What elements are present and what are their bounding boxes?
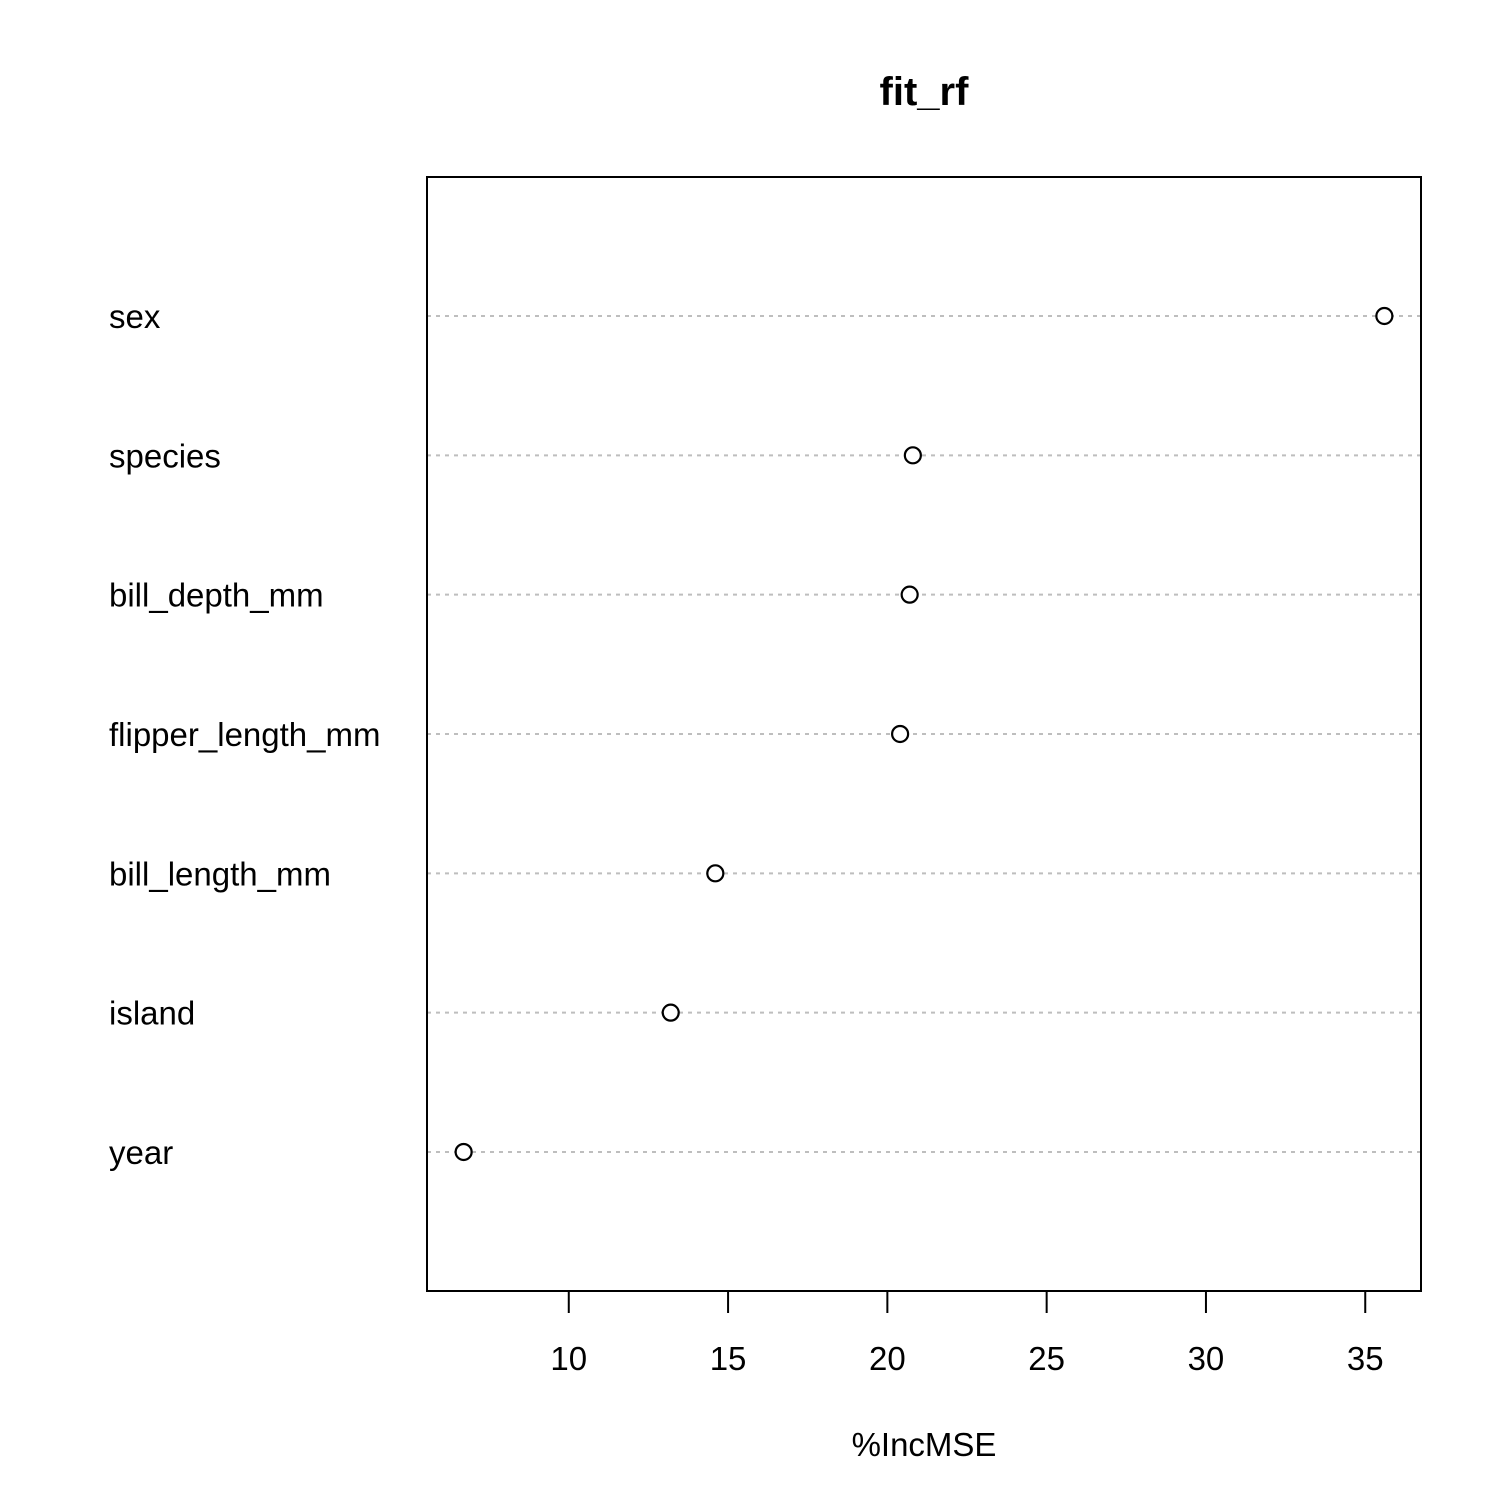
x-tick-label: 10 <box>550 1340 587 1377</box>
category-labels: sex species bill_depth_mm flipper_length_mm… <box>109 298 380 1171</box>
x-tick-label: 35 <box>1347 1340 1384 1377</box>
x-tick-label: 30 <box>1188 1340 1225 1377</box>
category-label: bill_depth_mm <box>109 577 324 614</box>
data-point <box>1375 306 1394 326</box>
category-label: bill_length_mm <box>109 855 331 892</box>
category-label: flipper_length_mm <box>109 716 380 753</box>
guide-lines <box>427 315 1421 1153</box>
data-point <box>454 1142 473 1162</box>
data-point <box>661 1003 680 1022</box>
plot-frame <box>426 176 1422 1292</box>
data-point <box>903 446 922 465</box>
data-point <box>891 724 910 744</box>
category-label: island <box>109 995 195 1032</box>
x-tick-label: 15 <box>710 1340 747 1377</box>
data-points <box>454 306 1394 1162</box>
data-point <box>706 864 725 883</box>
x-axis: 10 15 20 25 30 35 <box>550 1291 1384 1377</box>
x-tick-label: 25 <box>1028 1340 1065 1377</box>
chart-title: fit_rf <box>880 70 970 114</box>
x-axis-label: %IncMSE <box>852 1426 997 1463</box>
data-point <box>900 585 919 604</box>
x-tick-label: 20 <box>869 1340 906 1377</box>
category-label: sex <box>109 298 161 335</box>
category-label: year <box>109 1134 173 1171</box>
category-label: species <box>109 437 221 474</box>
